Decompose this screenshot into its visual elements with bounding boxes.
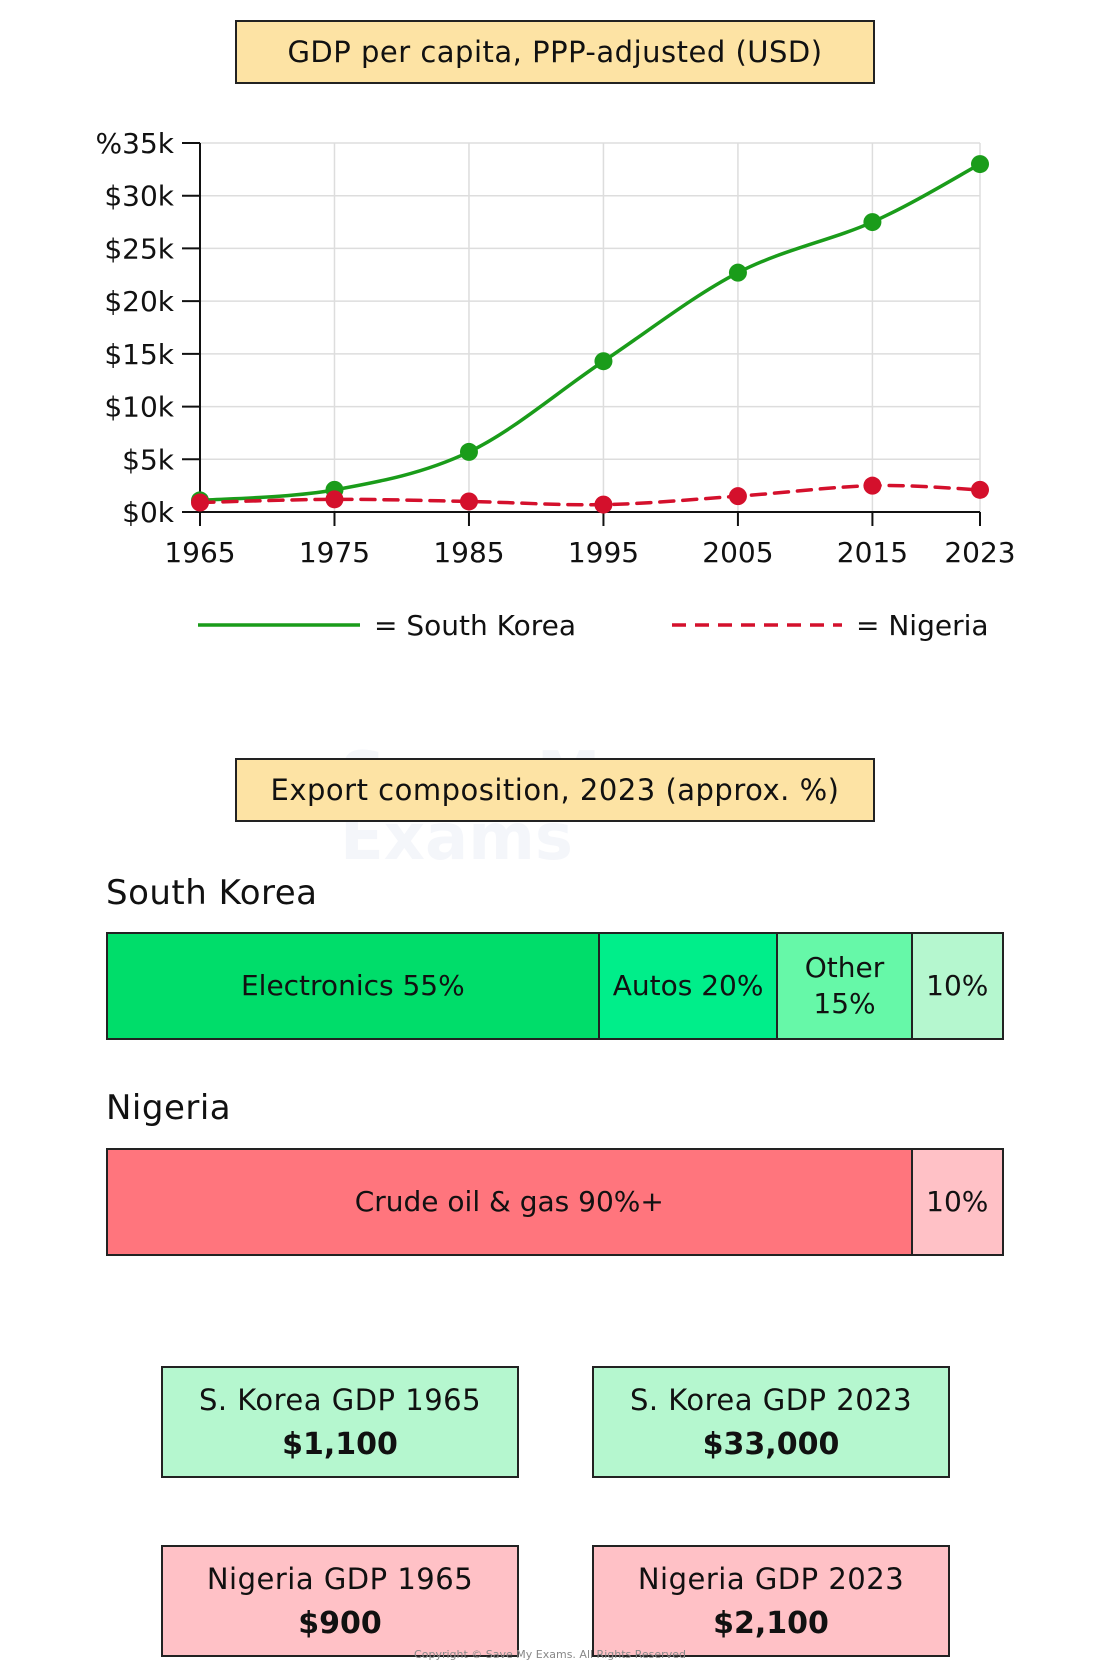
x-tick-label: 1995 (568, 536, 639, 569)
nigeria-line (198, 483, 982, 507)
legend-label-south-korea: = South Korea (374, 609, 576, 642)
x-tick-label: 2015 (837, 536, 908, 569)
nigeria-export-bar: Crude oil & gas 90%+ 10% (106, 1148, 1004, 1256)
ng-oil-gas-segment: Crude oil & gas 90%+ (108, 1150, 913, 1254)
y-tick-label: $30k (104, 180, 174, 213)
chart-series (191, 155, 989, 514)
sk-electronics-segment: Electronics 55% (108, 934, 600, 1038)
nigeria-point (459, 492, 478, 511)
south-korea-line (198, 162, 982, 503)
y-tick-label: $20k (104, 285, 174, 318)
south-korea-point (728, 263, 747, 282)
stat-label: Nigeria GDP 2023 (637, 1561, 905, 1596)
stat-card-ng-1965: Nigeria GDP 1965 $900 (161, 1545, 519, 1657)
nigeria-point (863, 476, 882, 495)
y-tick-label: $5k (122, 443, 175, 476)
y-tick-label: $0k (122, 496, 175, 529)
chart-axes: $0k $5k $10k $15k $20k $25k $30k %35k 1965 1975 19… (96, 127, 1016, 569)
x-tick-label: 2005 (702, 536, 773, 569)
x-tick-label: 2023 (944, 536, 1015, 569)
stat-value: $900 (298, 1605, 382, 1641)
nigeria-point (594, 495, 613, 514)
chart-legend: = South Korea = Nigeria (198, 609, 989, 642)
south-korea-point (459, 442, 478, 461)
nigeria-export-label: Nigeria (106, 1088, 232, 1128)
nigeria-point (191, 493, 209, 512)
x-tick-label: 1985 (433, 536, 504, 569)
south-korea-point (594, 352, 613, 371)
line-chart-title: GDP per capita, PPP-adjusted (USD) (235, 20, 875, 84)
y-tick-label: %35k (96, 127, 175, 160)
y-tick-label: $10k (104, 391, 174, 424)
stat-value: $1,100 (282, 1426, 398, 1462)
stat-label: S. Korea GDP 2023 (629, 1382, 913, 1417)
stat-value: $2,100 (713, 1605, 829, 1641)
south-korea-point (863, 213, 882, 232)
export-chart-title: Export composition, 2023 (approx. %) (235, 758, 875, 822)
nigeria-point (728, 487, 747, 506)
legend-label-nigeria: = Nigeria (856, 609, 989, 642)
south-korea-point (971, 155, 989, 174)
stat-card-sk-1965: S. Korea GDP 1965 $1,100 (161, 1366, 519, 1478)
copyright-text: Copyright © Save My Exams. All Rights Re… (414, 1648, 686, 1661)
x-tick-label: 1965 (164, 536, 235, 569)
sk-remaining-segment: 10% (912, 934, 1002, 1038)
stat-card-ng-2023: Nigeria GDP 2023 $2,100 (592, 1545, 950, 1657)
sk-other-segment: Other 15% (778, 934, 913, 1038)
chart-grid (199, 142, 981, 513)
south-korea-export-label: South Korea (106, 873, 318, 913)
y-tick-label: $25k (104, 232, 174, 265)
stat-label: Nigeria GDP 1965 (206, 1561, 474, 1596)
y-tick-label: $15k (104, 338, 174, 371)
ng-remaining-segment: 10% (912, 1150, 1002, 1254)
nigeria-point (971, 480, 989, 499)
nigeria-point (325, 490, 344, 509)
stat-label: S. Korea GDP 1965 (198, 1382, 482, 1417)
stat-card-sk-2023: S. Korea GDP 2023 $33,000 (592, 1366, 950, 1478)
stat-value: $33,000 (702, 1426, 840, 1462)
x-tick-label: 1975 (299, 536, 370, 569)
line-chart: $0k $5k $10k $15k $20k $25k $30k %35k 1965 1975 19… (96, 127, 1016, 642)
sk-autos-segment: Autos 20% (599, 934, 779, 1038)
south-korea-export-bar: Electronics 55% Autos 20% Other 15% 10% (106, 932, 1004, 1040)
